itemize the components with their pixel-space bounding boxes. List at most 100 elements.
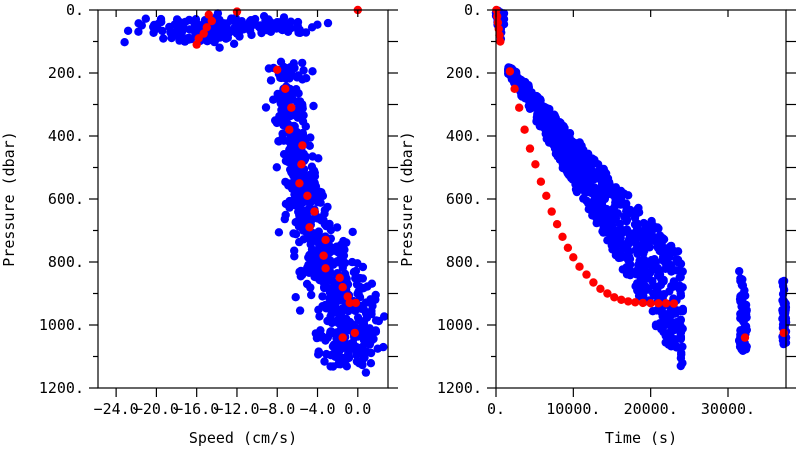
mean-point (624, 297, 633, 306)
raw-point (286, 24, 295, 33)
raw-point (676, 259, 686, 268)
raw-point (678, 342, 687, 351)
mean-point (646, 299, 655, 308)
raw-point (579, 148, 588, 158)
raw-point (305, 198, 314, 208)
raw-point (622, 270, 632, 279)
raw-point (274, 228, 284, 237)
speed-pressure-panel: −24.0−20.0−16.0−12.0 −8.0 −4.0 0.0 0. 200. 400… (0, 1, 398, 447)
raw-point (269, 95, 278, 104)
speed-x-tick-label: −20.0 (134, 400, 179, 418)
raw-point (669, 246, 678, 255)
mean-point (496, 37, 505, 46)
raw-point (653, 242, 662, 251)
raw-point (314, 213, 323, 223)
mean-point (589, 278, 598, 287)
mean-point (582, 270, 591, 279)
raw-point (741, 344, 750, 354)
raw-point (326, 362, 335, 371)
raw-point (564, 130, 574, 139)
raw-point (664, 316, 673, 326)
speed-y-tick-label: 200. (48, 64, 84, 82)
raw-point (266, 76, 276, 85)
raw-point (315, 312, 324, 321)
speed-y-tick-label: 0. (66, 1, 84, 19)
raw-point (261, 103, 271, 112)
raw-point (327, 304, 336, 313)
time-y-tick-label: 200. (446, 64, 482, 82)
time-y-tick-label: 800. (446, 253, 482, 271)
raw-point (306, 133, 315, 142)
raw-point (347, 339, 356, 348)
time-y-tick-label: 0. (464, 1, 482, 19)
raw-point (348, 227, 357, 237)
raw-point (600, 213, 609, 223)
mean-point (603, 289, 612, 298)
raw-point (511, 72, 520, 81)
raw-point (326, 312, 335, 321)
raw-point (639, 249, 648, 258)
raw-point (665, 265, 674, 274)
raw-point (568, 154, 577, 164)
raw-point (352, 357, 362, 366)
mean-point (740, 333, 750, 342)
mean-point (338, 283, 347, 292)
raw-point (641, 223, 651, 232)
pressure-axis-title-right: Pressure (dbar) (398, 131, 416, 266)
raw-point (640, 255, 649, 264)
mean-point (321, 235, 330, 245)
mean-point (303, 191, 312, 200)
raw-point (297, 171, 306, 180)
raw-point (380, 312, 389, 321)
pressure-axis-title-left: Pressure (dbar) (0, 131, 18, 266)
raw-point (299, 208, 308, 217)
raw-point (350, 267, 359, 276)
raw-point (653, 223, 662, 232)
raw-point (579, 194, 588, 203)
raw-point (307, 162, 317, 171)
raw-point (623, 245, 633, 254)
raw-point (676, 315, 685, 324)
raw-point (185, 15, 194, 25)
raw-point (323, 333, 332, 342)
raw-point (235, 26, 245, 35)
raw-point (272, 163, 281, 172)
raw-point (274, 137, 283, 146)
raw-point (353, 259, 362, 268)
mean-point (297, 160, 306, 169)
mean-point (281, 84, 290, 94)
raw-point (248, 17, 257, 26)
raw-point (296, 28, 305, 37)
raw-point (678, 267, 687, 276)
raw-point (141, 14, 150, 23)
raw-point (616, 230, 626, 239)
mean-point (515, 103, 524, 112)
raw-point (322, 349, 331, 359)
raw-point (326, 225, 336, 235)
raw-point (611, 235, 620, 245)
raw-point (320, 357, 329, 366)
mean-point (343, 292, 352, 301)
raw-point (275, 111, 284, 121)
raw-point (332, 352, 341, 361)
raw-point (676, 353, 686, 363)
raw-point (279, 150, 289, 159)
raw-point (740, 323, 749, 333)
time-y-tick-label: 1200. (437, 379, 482, 397)
mean-point (194, 34, 203, 43)
mean-point (669, 299, 679, 308)
raw-point (549, 140, 558, 149)
raw-point (338, 324, 347, 333)
mean-point (638, 298, 648, 308)
raw-point (742, 313, 751, 322)
mean-point (493, 12, 502, 21)
raw-point (309, 101, 318, 111)
raw-point (290, 63, 299, 73)
raw-point (658, 275, 667, 284)
raw-point (624, 255, 633, 265)
raw-point (524, 82, 533, 92)
raw-point (368, 298, 377, 307)
raw-point (242, 23, 252, 33)
raw-point (290, 194, 299, 204)
raw-point (313, 230, 323, 239)
